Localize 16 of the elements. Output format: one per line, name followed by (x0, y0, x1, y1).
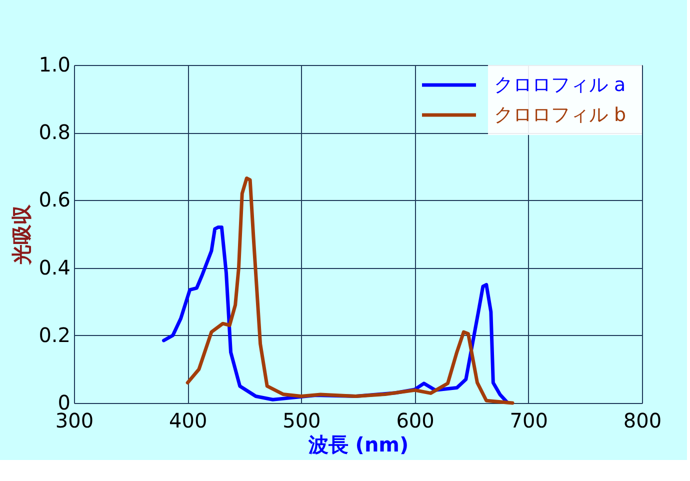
y-axis-title: 光吸収 (10, 204, 34, 266)
line-series (186, 176, 514, 405)
x-tick-label: 400 (169, 408, 208, 432)
x-tick-label: 800 (623, 408, 662, 432)
x-axis-title: 波長 (nm) (307, 432, 409, 456)
y-tick-label: 0.8 (38, 120, 70, 144)
x-tick-label: 600 (396, 408, 434, 432)
legend-label: クロロフィル b (494, 104, 626, 126)
x-tick-label: 500 (282, 408, 321, 432)
x-tick-label: 300 (55, 408, 94, 432)
y-tick-label: 0.4 (38, 255, 70, 280)
y-tick-label: 0.6 (38, 188, 70, 212)
y-tick-label: 1.0 (38, 52, 70, 76)
legend-label: クロロフィル a (494, 74, 626, 96)
x-tick-label: 700 (510, 408, 548, 432)
y-tick-label: 0.2 (38, 322, 70, 347)
